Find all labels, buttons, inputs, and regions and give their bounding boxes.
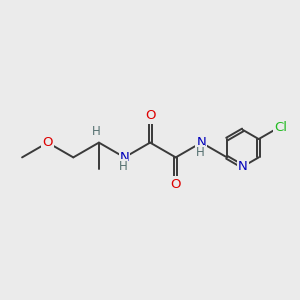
Text: H: H [119, 160, 128, 173]
Text: O: O [42, 136, 53, 149]
Text: O: O [145, 110, 155, 122]
Text: H: H [196, 146, 204, 159]
Text: N: N [238, 160, 248, 173]
Text: Cl: Cl [274, 122, 287, 134]
Text: H: H [92, 125, 101, 138]
Text: O: O [170, 178, 181, 190]
Text: N: N [196, 136, 206, 149]
Text: N: N [120, 151, 129, 164]
